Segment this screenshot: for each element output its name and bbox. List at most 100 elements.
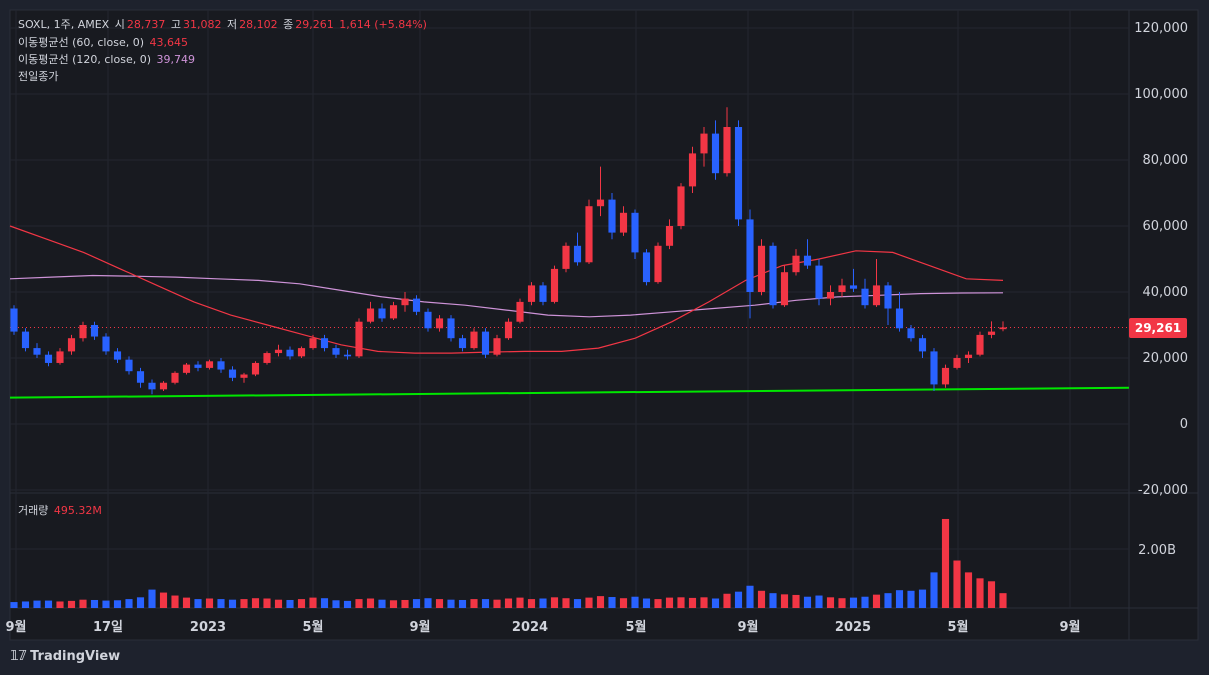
candle-body — [930, 351, 938, 385]
candle-body — [79, 325, 87, 339]
volume-bar — [987, 581, 996, 608]
support-trendline — [9, 386, 1130, 399]
candle-body — [757, 245, 766, 292]
volume-bar — [44, 600, 53, 608]
volume-bar — [171, 595, 179, 608]
volume-bar — [470, 599, 478, 608]
volume-bar — [67, 600, 76, 608]
volume-bar — [895, 590, 904, 608]
ma60-legend: 이동평균선 (60, close, 0) 43,645 — [18, 35, 190, 51]
candle-body — [194, 364, 202, 368]
candle-body — [251, 362, 260, 375]
volume-bar — [757, 590, 766, 608]
candle-body — [458, 338, 467, 349]
candle-body — [470, 331, 478, 349]
candle-body — [953, 358, 961, 368]
candle-body — [33, 348, 41, 355]
volume-bar — [780, 594, 789, 608]
volume-bar — [746, 585, 754, 608]
volume-bar — [619, 598, 628, 608]
candle-body — [412, 298, 421, 312]
volume-bar — [355, 599, 363, 608]
volume-bar — [573, 599, 582, 608]
volume-bar — [33, 600, 41, 608]
volume-bar — [608, 597, 616, 608]
candle-body — [941, 367, 950, 385]
candle-body — [688, 153, 697, 187]
volume-bar — [677, 597, 685, 608]
open-value: 28,737 — [126, 18, 166, 31]
volume-bar — [516, 597, 524, 608]
candle-body — [562, 245, 570, 269]
price-tick-label: 120,000 — [1134, 21, 1188, 36]
candle-body — [746, 219, 754, 292]
symbol-label: SOXL, 1주, AMEX — [18, 18, 110, 31]
volume-bar — [251, 598, 260, 608]
volume-bar — [309, 597, 317, 608]
candle-body — [493, 338, 501, 355]
candle-body — [700, 133, 708, 154]
price-tick-label: 0 — [1180, 417, 1188, 432]
open-label: 시 — [114, 18, 125, 31]
high-label: 고 — [170, 18, 181, 31]
volume-bar — [113, 600, 122, 608]
candle-body — [539, 285, 547, 302]
candle-body — [171, 372, 179, 383]
candle-body — [999, 327, 1007, 330]
prev-close-label: 전일종가 — [18, 70, 59, 83]
volume-bar — [481, 599, 490, 608]
candle-body — [608, 199, 616, 233]
volume-value: 495.32M — [53, 504, 102, 517]
low-value: 28,102 — [239, 18, 278, 31]
prev-close-legend: 전일종가 — [18, 69, 60, 85]
candle-body — [67, 338, 76, 352]
time-tick-label: 2025 — [835, 620, 871, 635]
candle-body — [780, 272, 789, 306]
candle-body — [447, 318, 455, 339]
candle-body — [159, 382, 168, 390]
volume-bar — [884, 593, 892, 608]
candle-body — [309, 338, 317, 349]
time-tick-label: 2024 — [512, 620, 548, 635]
volume-bar — [838, 598, 846, 608]
volume-bar — [964, 572, 973, 608]
volume-bar — [125, 599, 133, 608]
volume-bar — [861, 596, 869, 608]
volume-bar — [596, 596, 605, 608]
volume-bar — [389, 600, 398, 608]
volume-label: 거래량 — [18, 504, 49, 517]
volume-bar — [585, 597, 593, 608]
volume-bar — [424, 598, 432, 608]
ma120-value: 39,749 — [156, 53, 196, 66]
volume-bar — [688, 597, 697, 608]
price-tick-label: 40,000 — [1143, 285, 1189, 300]
volume-bar — [79, 599, 87, 608]
brand-label: TradingView — [30, 649, 121, 664]
candle-body — [907, 328, 915, 339]
candle-body — [596, 199, 605, 207]
volume-bar — [493, 599, 501, 608]
candle-body — [642, 252, 651, 283]
volume-bar — [205, 598, 214, 608]
time-tick-label: 5월 — [302, 619, 323, 635]
ohlc-legend: SOXL, 1주, AMEX 시 28,737 고 31,082 저 28,102 종… — [18, 17, 429, 33]
volume-bar — [527, 599, 536, 608]
time-tick-label: 17일 — [93, 620, 123, 635]
candle-body — [849, 285, 858, 289]
volume-bar — [182, 597, 191, 608]
time-tick-label: 9월 — [409, 619, 430, 635]
candle-body — [838, 285, 846, 292]
volume-bar — [435, 599, 444, 608]
ma60-value: 43,645 — [149, 36, 189, 49]
candle-body — [343, 354, 352, 357]
candle-body — [125, 359, 133, 372]
volume-bar — [654, 599, 662, 608]
tradingview-logo[interactable]: 𝟙𝟟 TradingView — [10, 649, 120, 664]
candle-body — [734, 127, 743, 220]
time-tick-label: 5월 — [625, 619, 646, 635]
time-tick-label: 9월 — [1059, 619, 1080, 635]
change-value: 1,614 (+5.84%) — [339, 18, 427, 31]
candle-body — [573, 245, 582, 263]
candle-body — [10, 308, 18, 332]
